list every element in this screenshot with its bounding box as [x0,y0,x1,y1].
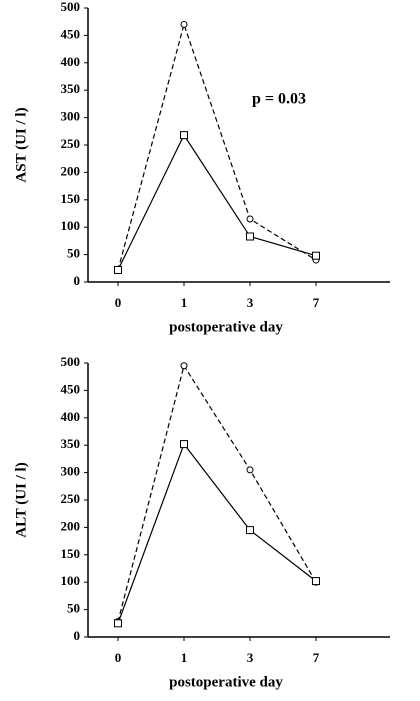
series-line [117,133,317,271]
x-tick-label: 3 [247,295,254,310]
y-tick-label: 100 [61,218,81,233]
y-tick-label: 50 [67,601,80,616]
series-line [117,364,317,622]
series-line [117,442,317,624]
y-tick-label: 200 [61,518,81,533]
y-tick-label: 100 [61,573,81,588]
y-tick-label: 500 [61,354,81,369]
x-tick-label: 3 [247,650,254,665]
annotation: p = 0.03 [252,91,306,108]
y-tick-label: 0 [74,628,81,643]
y-tick-label: 300 [61,109,81,124]
y-tick-label: 400 [61,54,81,69]
point [114,619,122,628]
y-tick-label: 200 [61,163,81,178]
y-tick-label: 150 [61,191,81,206]
y-tick-label: 350 [61,436,81,451]
x-axis-label: postoperative day [169,674,283,690]
x-tick-label: 0 [115,295,122,310]
point [312,577,320,586]
y-tick-label: 50 [67,246,80,261]
point [246,232,254,241]
point [180,131,188,140]
point [114,265,122,274]
y-tick-label: 400 [61,409,81,424]
point [180,440,188,449]
y-tick-label: 350 [61,81,81,96]
x-tick-label: 7 [313,650,320,665]
point [246,215,254,223]
x-tick-label: 1 [181,295,188,310]
point [180,362,188,370]
x-axis-label: postoperative day [169,319,283,335]
y-tick-label: 300 [61,464,81,479]
y-axis-label: AST (UI / l) [13,107,29,182]
y-tick-label: 150 [61,546,81,561]
y-tick-label: 500 [61,0,81,14]
series-line [117,22,317,271]
y-tick-label: 250 [61,136,81,151]
y-tick-label: 250 [61,491,81,506]
x-tick-label: 0 [115,650,122,665]
point [246,466,254,474]
point [180,20,188,28]
y-tick-label: 0 [74,273,81,288]
y-tick-label: 450 [61,26,81,41]
y-axis-label: ALT (UI / l) [13,462,29,537]
x-tick-label: 1 [181,650,188,665]
point [312,251,320,260]
y-tick-label: 450 [61,381,81,396]
point [246,526,254,535]
x-tick-label: 7 [313,295,320,310]
